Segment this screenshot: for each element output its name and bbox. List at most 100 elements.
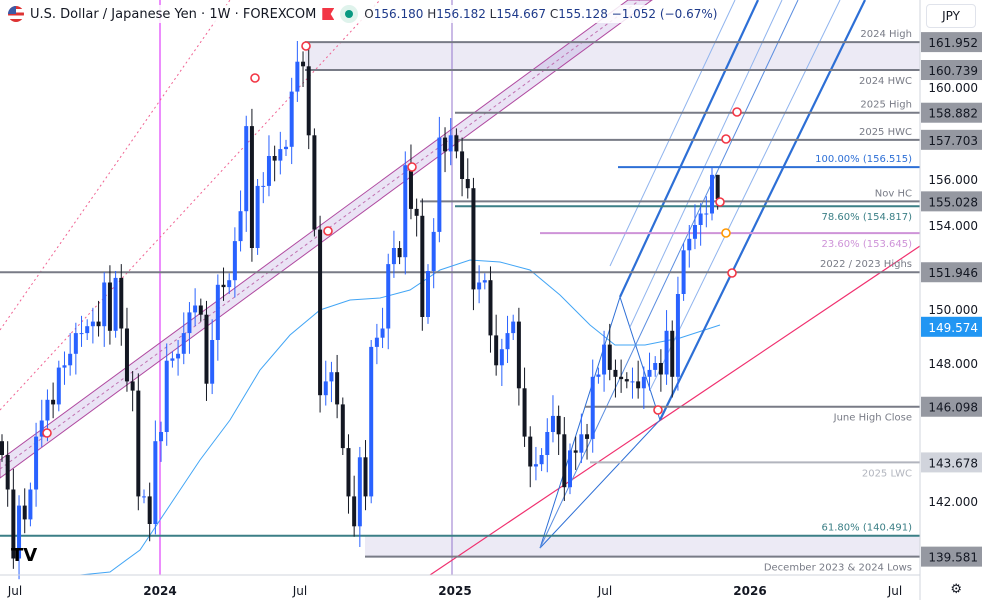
candle-body (102, 282, 107, 327)
candle-body (357, 457, 362, 527)
price-tag (921, 102, 982, 123)
currency-selector[interactable]: JPY (926, 4, 976, 28)
high-value: 156.182 (436, 7, 486, 21)
moving-average-line (79, 259, 721, 576)
price-tick: 150.000 (928, 303, 978, 317)
marker-circle (653, 405, 663, 415)
candle-body (335, 372, 340, 405)
candle-body (255, 185, 260, 248)
candle-body (704, 213, 709, 215)
candle-body (22, 505, 27, 520)
marker-circle (407, 162, 417, 172)
candle-body (448, 135, 453, 152)
candle-body (670, 330, 675, 377)
level-label: Nov HC (875, 188, 912, 199)
candle-body (516, 321, 521, 389)
ma-price-tag (921, 316, 982, 337)
candle-body (488, 280, 493, 336)
candles (0, 41, 720, 580)
candle-body (170, 358, 175, 361)
candle-body (420, 215, 425, 317)
red-flag-icon[interactable] (322, 8, 335, 20)
candle-body (619, 376, 624, 380)
candle-body (374, 337, 379, 347)
candle-body (221, 284, 226, 288)
candle-body (306, 66, 311, 136)
gear-icon[interactable]: ⚙ (950, 582, 962, 597)
candle-body (692, 225, 697, 239)
price-tag (921, 262, 982, 283)
level-label: June High Close (833, 413, 912, 424)
candle-body (301, 61, 306, 67)
candle-body (295, 61, 300, 92)
candle-body (715, 174, 720, 200)
candle-body (153, 441, 158, 524)
level-label: 23.60% (153.645) (822, 239, 913, 250)
candle-body (579, 434, 584, 453)
candle-body (590, 376, 595, 439)
candle-body (215, 284, 220, 340)
price-tick: 156.000 (928, 173, 978, 187)
pitchfork-handle (539, 296, 661, 549)
level-label: 2024 High (860, 29, 912, 40)
candle-body (664, 330, 669, 375)
high-label: H (427, 7, 437, 21)
time-tick: 2025 (438, 584, 471, 598)
pitchfork-inner (609, 0, 736, 267)
marker-circle (715, 197, 725, 207)
level-label: 2024 HWC (859, 76, 912, 87)
candle-body (585, 434, 590, 439)
candle-body (34, 436, 39, 490)
us-flag-icon (8, 6, 24, 22)
candle-body (5, 455, 10, 490)
candle-body (249, 126, 254, 248)
candle-body (391, 248, 396, 265)
time-tick: 2026 (733, 584, 766, 598)
candle-body (130, 381, 135, 391)
candle-body (238, 211, 243, 242)
candle-body (568, 450, 572, 488)
candle-body (17, 505, 22, 559)
pitchfork (539, 0, 866, 549)
candle-body (39, 420, 44, 437)
price-tag-label: 160.739 (928, 64, 978, 78)
pitchfork-inner (649, 0, 841, 391)
candle-body (198, 305, 203, 315)
level-label: 2025 HWC (859, 127, 912, 138)
candle-body (68, 353, 73, 366)
candle-body (56, 367, 61, 405)
level-label: 2025 LWC (862, 468, 912, 479)
candle-body (312, 135, 317, 230)
markers (42, 41, 742, 438)
candle-body (499, 349, 504, 366)
low-label: L (489, 7, 497, 21)
tradingview-logo[interactable]: TV (11, 545, 38, 566)
time-axis-ticks[interactable]: Jul 2024 Jul 2025 Jul 2026 Jul (7, 584, 902, 598)
candle-body (641, 376, 646, 389)
price-tag-label: 146.098 (928, 401, 978, 415)
candle-body (636, 381, 641, 389)
price-axis[interactable] (920, 0, 982, 600)
candle-body (62, 365, 67, 368)
candle-body (187, 312, 192, 334)
level-label: 2022 / 2023 Highs (820, 259, 912, 270)
price-tag-label: 158.882 (928, 107, 978, 121)
marker-circle (323, 226, 333, 236)
candle-body (505, 333, 510, 350)
marker-circle (721, 134, 731, 144)
candle-body (386, 264, 391, 329)
candle-body (272, 156, 277, 161)
level-label: December 2023 & 2024 Lows (764, 563, 912, 574)
candle-body (289, 91, 294, 147)
candle-body (45, 399, 50, 421)
price-tick: 142.000 (928, 495, 978, 509)
candle-body (460, 151, 465, 179)
price-tag (921, 129, 982, 150)
candle-body (164, 360, 169, 432)
marker-circle (727, 268, 737, 278)
candle-body (107, 282, 112, 331)
symbol-title[interactable]: U.S. Dollar / Japanese Yen · 1W · FOREXC… (30, 6, 317, 22)
candle-body (687, 238, 692, 251)
candle-body (675, 294, 680, 377)
